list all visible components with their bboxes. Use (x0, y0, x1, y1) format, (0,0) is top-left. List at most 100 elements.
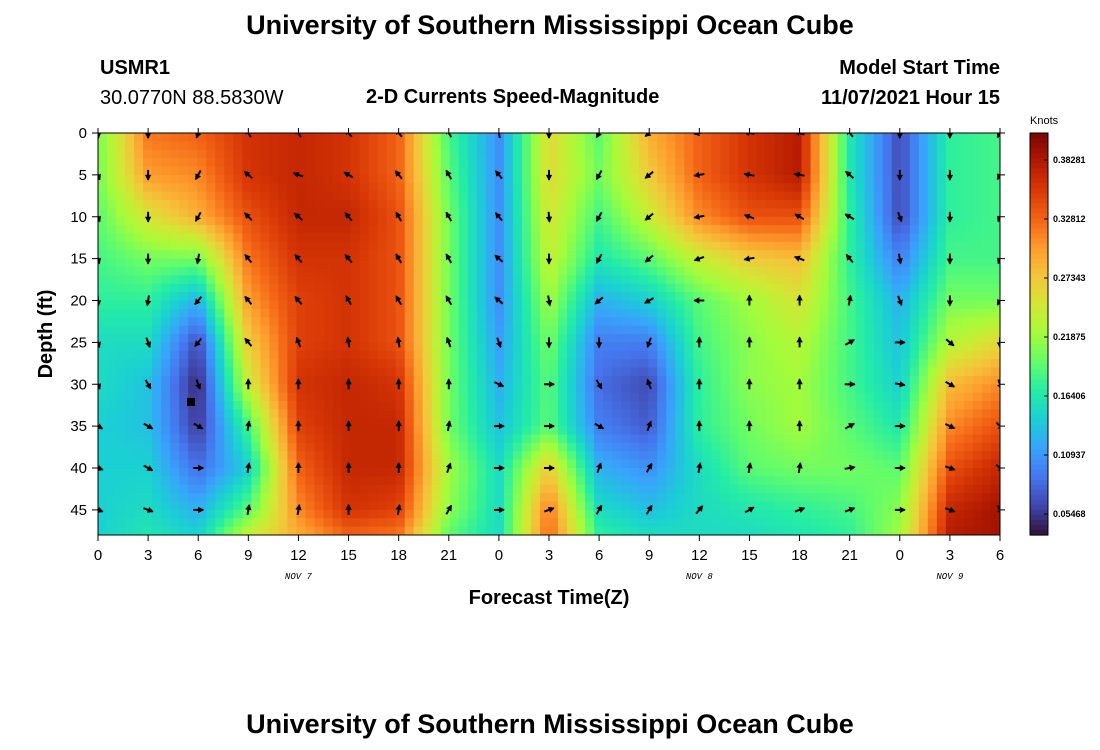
heatmap-cell (341, 200, 352, 209)
heatmap-cell (810, 258, 821, 268)
current-arrow (997, 213, 1000, 223)
heatmap-cell (530, 200, 541, 209)
heatmap-cell (539, 384, 550, 394)
heatmap-cell (179, 509, 189, 519)
heatmap-cell (603, 174, 613, 184)
heatmap-cell (305, 292, 316, 302)
heatmap-cell (846, 334, 857, 343)
heatmap-cell (990, 526, 1000, 535)
heatmap-cell (684, 526, 694, 535)
heatmap-cell (819, 434, 830, 444)
heatmap-cell (188, 141, 198, 151)
heatmap-cell (765, 158, 776, 168)
heatmap-cell (422, 484, 433, 494)
heatmap-cell (143, 225, 153, 235)
heatmap-cell (936, 392, 947, 402)
heatmap-cell (449, 434, 460, 444)
heatmap-cell (729, 267, 740, 276)
heatmap-cell (440, 426, 451, 436)
heatmap-cell (585, 292, 595, 302)
heatmap-cell (603, 342, 613, 352)
heatmap-cell (296, 300, 307, 310)
heatmap-cell (873, 468, 884, 477)
heatmap-cell (684, 308, 694, 318)
heatmap-cell (539, 367, 550, 377)
heatmap-cell (783, 493, 794, 503)
heatmap-cell (467, 275, 478, 285)
heatmap-cell (612, 334, 622, 343)
heatmap-cell (855, 375, 866, 385)
heatmap-cell (503, 493, 514, 503)
heatmap-cell (107, 434, 117, 444)
heatmap-cell (287, 241, 298, 251)
heatmap-cell (630, 241, 640, 251)
heatmap-cell (476, 426, 487, 436)
heatmap-cell (269, 225, 279, 235)
heatmap-cell (188, 417, 198, 427)
heatmap-cell (215, 166, 225, 176)
heatmap-cell (801, 392, 812, 402)
heatmap-cell (675, 334, 685, 343)
heatmap-cell (792, 409, 803, 419)
heatmap-cell (801, 359, 812, 369)
heatmap-cell (134, 308, 144, 318)
heatmap-cell (170, 241, 180, 251)
heatmap-cell (846, 509, 857, 519)
heatmap-cell (395, 183, 406, 193)
heatmap-cell (422, 250, 433, 260)
heatmap-cell (287, 300, 298, 310)
heatmap-cell (846, 241, 857, 251)
heatmap-cell (386, 476, 397, 486)
heatmap-cell (197, 200, 207, 209)
heatmap-cell (828, 442, 839, 452)
heatmap-cell (458, 233, 469, 243)
heatmap-cell (963, 200, 974, 209)
heatmap-cell (404, 392, 415, 402)
heatmap-cell (368, 375, 379, 385)
heatmap-cell (179, 484, 189, 494)
heatmap-cell (702, 183, 712, 193)
heatmap-cell (242, 292, 252, 302)
heatmap-cell (639, 384, 649, 394)
heatmap-cell (341, 359, 352, 369)
heatmap-cell (116, 158, 126, 168)
heatmap-cell (873, 267, 884, 276)
arrow-head (445, 169, 452, 177)
heatmap-cell (314, 233, 325, 243)
heatmap-cell (612, 191, 622, 201)
heatmap-cell (846, 493, 857, 503)
heatmap-cell (404, 308, 415, 318)
heatmap-cell (260, 308, 270, 318)
heatmap-cell (990, 216, 1000, 226)
heatmap-cell (900, 509, 911, 519)
heatmap-cell (422, 216, 433, 226)
heatmap-cell (765, 442, 776, 452)
heatmap-cell (594, 300, 604, 310)
heatmap-cell (278, 442, 289, 452)
heatmap-cell (116, 241, 126, 251)
heatmap-cell (603, 334, 613, 343)
heatmap-cell (549, 200, 559, 209)
heatmap-cell (738, 200, 749, 209)
heatmap-cell (657, 375, 667, 385)
heatmap-cell (612, 141, 622, 151)
heatmap-cell (585, 409, 595, 419)
heatmap-cell (287, 484, 298, 494)
heatmap-cell (440, 468, 451, 477)
heatmap-cell (170, 434, 180, 444)
heatmap-cell (305, 451, 316, 461)
heatmap-cell (558, 174, 568, 184)
heatmap-cell (585, 325, 595, 335)
heatmap-cell (981, 283, 992, 293)
heatmap-cell (386, 250, 397, 260)
heatmap-cell (368, 174, 379, 184)
heatmap-cell (900, 250, 911, 260)
heatmap-cell (972, 409, 983, 419)
heatmap-cell (693, 317, 703, 327)
heatmap-cell (98, 359, 108, 369)
heatmap-cell (296, 200, 307, 209)
heatmap-cell (188, 225, 198, 235)
heatmap-cell (666, 526, 676, 535)
heatmap-cell (846, 292, 857, 302)
heatmap-cell (630, 426, 640, 436)
